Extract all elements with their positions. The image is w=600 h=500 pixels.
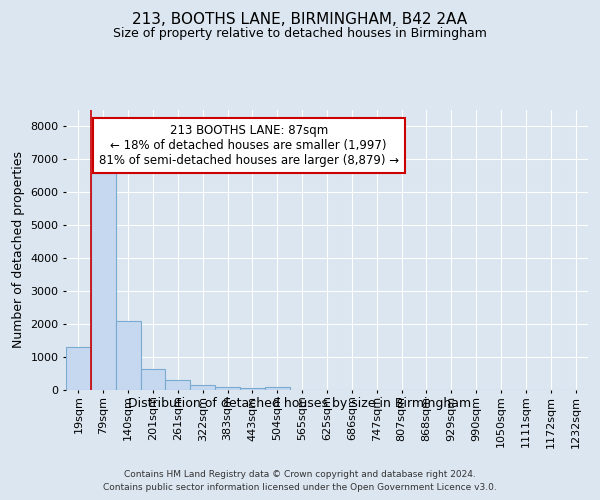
Text: 213 BOOTHS LANE: 87sqm
← 18% of detached houses are smaller (1,997)
81% of semi-: 213 BOOTHS LANE: 87sqm ← 18% of detached…: [98, 124, 399, 167]
Bar: [66, 347, 91, 390]
Bar: [140, 369, 166, 390]
Text: 213, BOOTHS LANE, BIRMINGHAM, B42 2AA: 213, BOOTHS LANE, BIRMINGHAM, B42 2AA: [133, 12, 467, 28]
Bar: [166, 380, 190, 390]
Bar: [116, 322, 140, 390]
Bar: [265, 388, 290, 390]
Text: Contains HM Land Registry data © Crown copyright and database right 2024.: Contains HM Land Registry data © Crown c…: [124, 470, 476, 479]
Bar: [190, 385, 215, 390]
Text: Size of property relative to detached houses in Birmingham: Size of property relative to detached ho…: [113, 28, 487, 40]
Bar: [240, 388, 265, 390]
Bar: [91, 172, 116, 390]
Text: Contains public sector information licensed under the Open Government Licence v3: Contains public sector information licen…: [103, 482, 497, 492]
Bar: [215, 386, 240, 390]
Text: Distribution of detached houses by size in Birmingham: Distribution of detached houses by size …: [128, 398, 472, 410]
Y-axis label: Number of detached properties: Number of detached properties: [11, 152, 25, 348]
